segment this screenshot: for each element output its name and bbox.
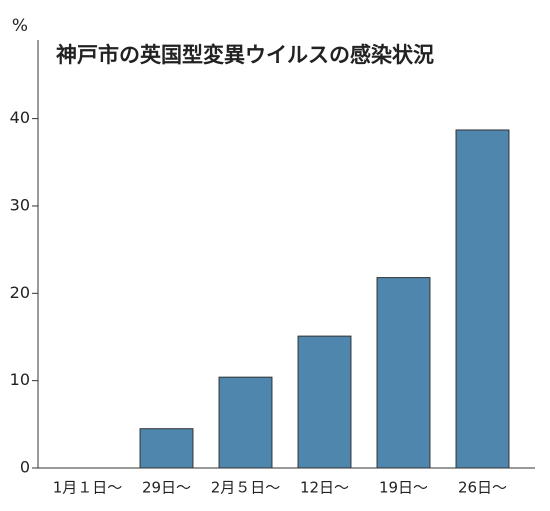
y-tick-label: 40 — [10, 108, 30, 127]
chart-title: 神戸市の英国型変異ウイルスの感染状況 — [56, 43, 434, 67]
y-tick-label: 0 — [20, 458, 30, 477]
y-tick-label: 10 — [10, 370, 30, 389]
x-tick-label: 1月１日～ — [53, 479, 123, 497]
x-tick-label: 19日～ — [379, 479, 428, 497]
y-axis-unit: % — [12, 16, 28, 36]
bar — [455, 129, 510, 469]
y-tick-label: 30 — [10, 195, 30, 214]
y-tick-label: 20 — [10, 283, 30, 302]
bar — [297, 335, 352, 469]
x-tick-label: 26日～ — [458, 479, 507, 497]
x-tick-label: 12日～ — [300, 479, 349, 497]
x-tick-label: 29日～ — [142, 479, 191, 497]
x-tick-label: 2月５日～ — [211, 479, 281, 497]
bar — [376, 277, 431, 469]
bar — [139, 428, 194, 469]
bar — [218, 376, 273, 469]
